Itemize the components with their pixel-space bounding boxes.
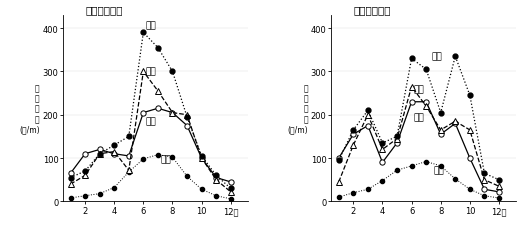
Text: 蒸発: 蒸発: [433, 166, 444, 175]
Text: 供給: 供給: [414, 85, 425, 94]
Text: 供給: 供給: [145, 68, 157, 76]
Y-axis label: 水
収
支
量
(㎜/m): 水 収 支 量 (㎜/m): [287, 84, 308, 134]
Y-axis label: 水
収
支
量
(㎜/m): 水 収 支 量 (㎜/m): [19, 84, 40, 134]
Text: 流出: 流出: [145, 117, 157, 126]
Text: （２）山国川: （２）山国川: [354, 5, 391, 15]
Text: 降水: 降水: [145, 21, 157, 30]
Text: （１）大分川: （１）大分川: [85, 5, 123, 15]
Text: 流出: 流出: [414, 113, 425, 122]
Text: 蒸発: 蒸発: [160, 155, 171, 164]
Text: 降水: 降水: [431, 52, 442, 61]
